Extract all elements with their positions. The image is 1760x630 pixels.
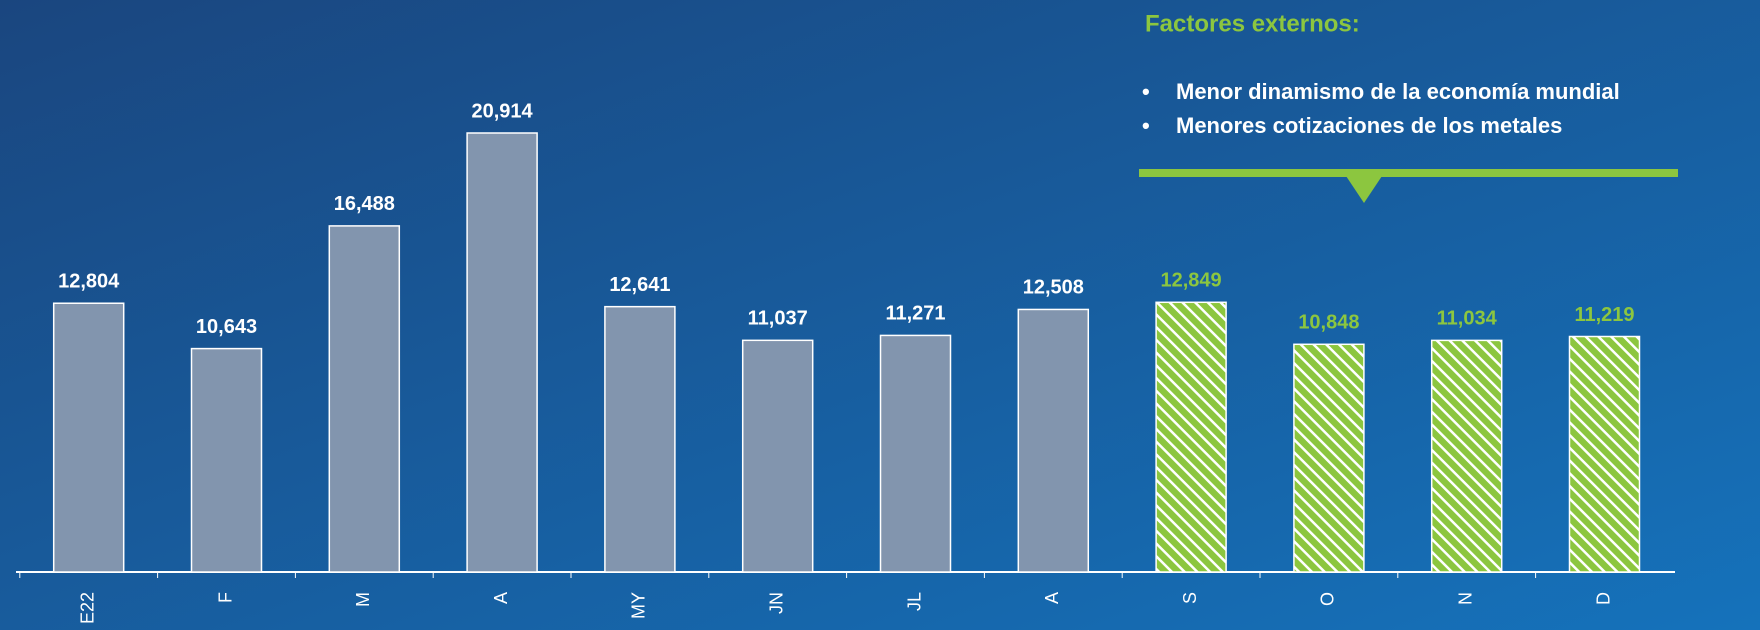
bar [328, 225, 401, 573]
annotation-bar [1139, 169, 1678, 177]
value-label: 10,848 [1298, 312, 1359, 334]
bar [466, 132, 538, 573]
x-tick-label: JN [766, 592, 786, 614]
bar [1293, 343, 1365, 573]
x-tick-label: A [1042, 592, 1062, 604]
value-label: 11,034 [1437, 308, 1498, 330]
x-tick-label: A [491, 592, 511, 604]
bar [190, 347, 263, 573]
bar [1017, 308, 1090, 573]
annotation-title: Factores externos: [1145, 10, 1360, 37]
x-tick-label: F [215, 592, 235, 603]
value-label: 20,914 [472, 100, 534, 122]
value-label: 12,849 [1161, 270, 1222, 292]
x-tick-label: MY [629, 592, 649, 619]
x-tick-label: M [353, 592, 373, 607]
value-label: 12,641 [609, 274, 670, 296]
x-tick-label: D [1593, 592, 1613, 605]
annotation-arrow [1346, 176, 1382, 203]
value-label: 11,271 [885, 303, 945, 325]
bullet-dot: • [1142, 113, 1150, 138]
value-label: 16,488 [334, 193, 395, 215]
x-tick-label: JL [904, 592, 924, 611]
value-label: 12,804 [58, 271, 120, 293]
x-tick-label: O [1318, 592, 1338, 606]
bar [741, 339, 814, 573]
bar [1568, 335, 1641, 573]
annotation-bullet: Menores cotizaciones de los metales [1176, 113, 1562, 138]
value-label: 11,037 [748, 308, 808, 330]
value-label: 12,508 [1023, 277, 1084, 299]
value-label: 10,643 [196, 316, 257, 338]
bar [604, 305, 676, 573]
bar [1430, 339, 1503, 573]
x-tick-label: E22 [77, 592, 97, 624]
value-label: 11,219 [1574, 304, 1634, 326]
bar [1155, 301, 1227, 573]
bar [52, 302, 125, 573]
bullet-dot: • [1142, 79, 1150, 104]
x-tick-label: N [1455, 592, 1475, 605]
x-tick-label: S [1180, 592, 1200, 604]
bar [879, 334, 952, 573]
annotation-bullet: Menor dinamismo de la economía mundial [1176, 79, 1620, 104]
